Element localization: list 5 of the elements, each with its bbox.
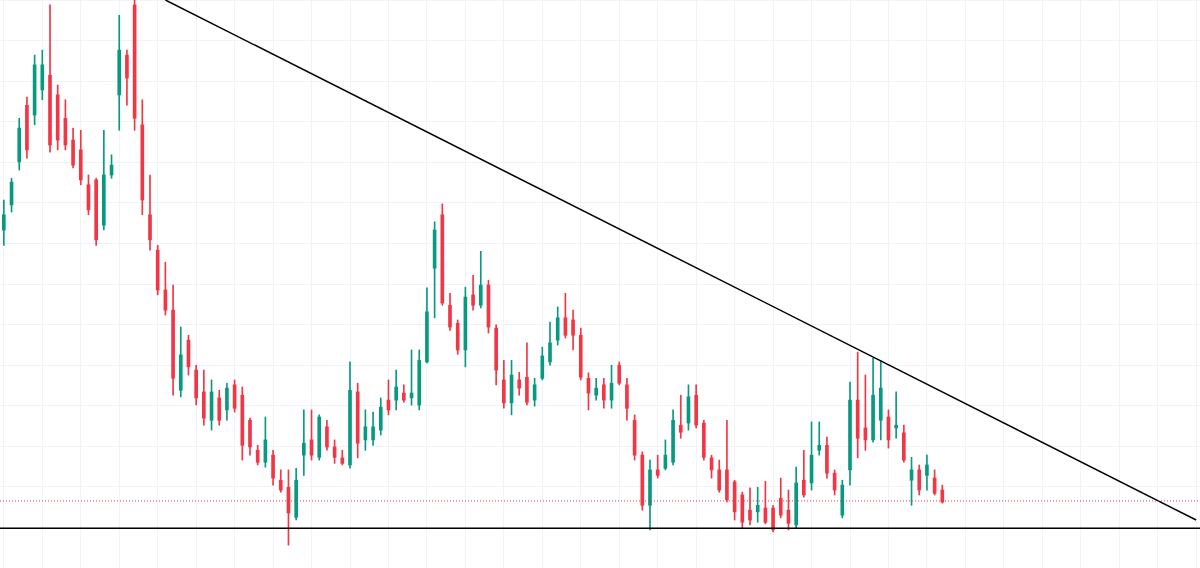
candlestick [678, 394, 683, 439]
candlestick [894, 391, 898, 439]
candlestick [755, 486, 760, 523]
candlestick [302, 409, 306, 476]
candlestick [817, 421, 822, 456]
